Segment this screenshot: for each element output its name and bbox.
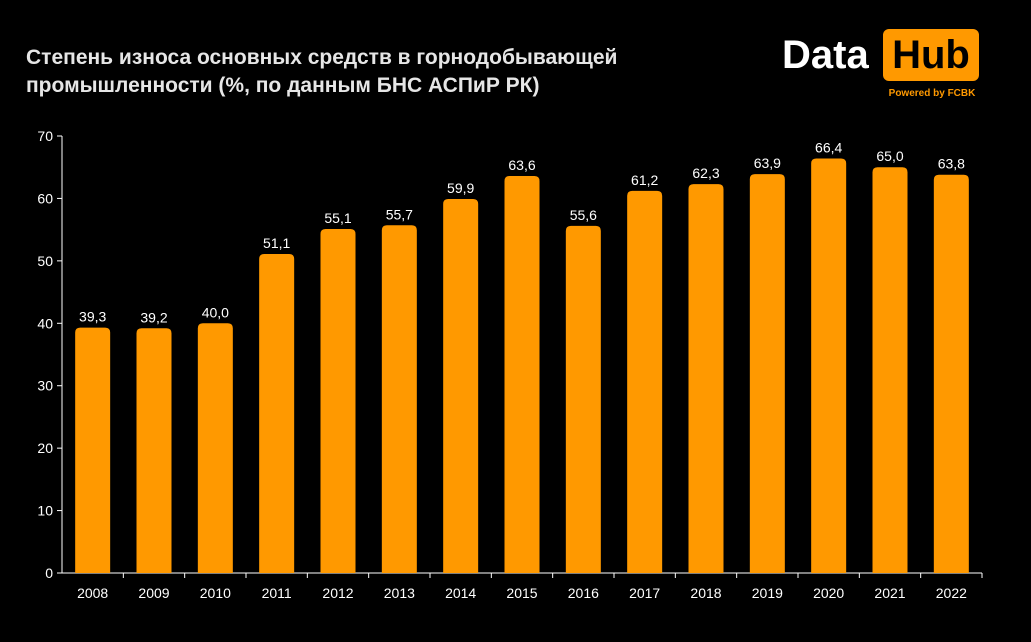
logo-powered-by: Powered by FCBK [888,88,976,99]
y-tick-label: 40 [37,315,53,331]
y-axis: 0 10 20 30 40 50 60 70 [37,128,63,581]
x-tick-label-2008: 2008 [77,585,108,601]
x-tick-label-2015: 2015 [506,585,537,601]
x-tick-label-2022: 2022 [936,585,967,601]
data-label-2013: 55,7 [386,206,413,222]
bar-2011 [259,253,295,574]
chart-title-line-1: Степень износа основных средств в горнод… [26,46,618,69]
data-label-2009: 39,2 [140,309,167,325]
datahub-logo: Data Hub Powered by FCBK [782,26,982,106]
x-tick-label-2011: 2011 [262,585,292,601]
data-label-2019: 63,9 [754,155,781,171]
y-tick-label: 70 [37,128,53,144]
bar-2008 [75,327,111,573]
x-tick-label-2021: 2021 [874,585,905,601]
bar-2022 [933,174,969,573]
data-label-2020: 66,4 [815,139,842,155]
bar-2010 [197,323,233,573]
y-tick-label: 10 [37,503,53,519]
bar-2016 [565,225,601,573]
logo-word-hub: Hub [883,29,979,81]
x-tick-label-2009: 2009 [138,585,169,601]
logo-word-data: Data [782,33,869,77]
x-tick-label-2018: 2018 [690,585,721,601]
data-label-2017: 61,2 [631,172,658,188]
bar-2012 [320,229,356,574]
x-tick-label-2012: 2012 [322,585,353,601]
x-tick-label-2019: 2019 [752,585,783,601]
bar-2021 [872,167,908,573]
x-tick-label-2013: 2013 [384,585,415,601]
data-label-2012: 55,1 [324,210,351,226]
y-tick-label: 30 [37,378,53,394]
data-label-2018: 62,3 [692,165,719,181]
data-label-2016: 55,6 [570,207,597,223]
x-tick-label-2014: 2014 [445,585,476,601]
data-label-2015: 63,6 [508,157,535,173]
data-labels-group: 39,3 39,2 40,0 51,1 55,1 55,7 59,9 63,6 55,6 61,2… [79,139,965,325]
bars-group [75,158,969,574]
data-label-2022: 63,8 [938,156,965,172]
y-tick-label: 60 [37,190,53,206]
x-axis: 2008 2009 2010 2011 2012 2013 2014 2015 2016 2017… [62,572,983,601]
bar-2019 [749,174,785,574]
bar-2017 [627,190,663,574]
y-tick-label: 20 [37,440,53,456]
data-label-2014: 59,9 [447,180,474,196]
y-tick-label: 0 [45,565,53,581]
chart-title: Степень износа основных средств в горнод… [26,44,666,100]
bar-2014 [443,199,479,573]
bar-2009 [136,328,172,573]
data-label-2010: 40,0 [202,304,229,320]
x-tick-label-2017: 2017 [629,585,660,601]
bar-2020 [811,158,847,573]
bar-2013 [381,225,417,573]
data-label-2021: 65,0 [876,148,903,164]
x-tick-label-2020: 2020 [813,585,844,601]
x-tick-label-2016: 2016 [568,585,599,601]
bar-2015 [504,175,540,573]
data-label-2008: 39,3 [79,309,106,325]
data-label-2011: 51,1 [263,235,290,251]
y-tick-label: 50 [37,253,53,269]
bar-2018 [688,184,724,573]
x-tick-label-2010: 2010 [200,585,231,601]
chart-title-line-2: промышленности (%, по данным БНС АСПиР Р… [26,74,540,97]
